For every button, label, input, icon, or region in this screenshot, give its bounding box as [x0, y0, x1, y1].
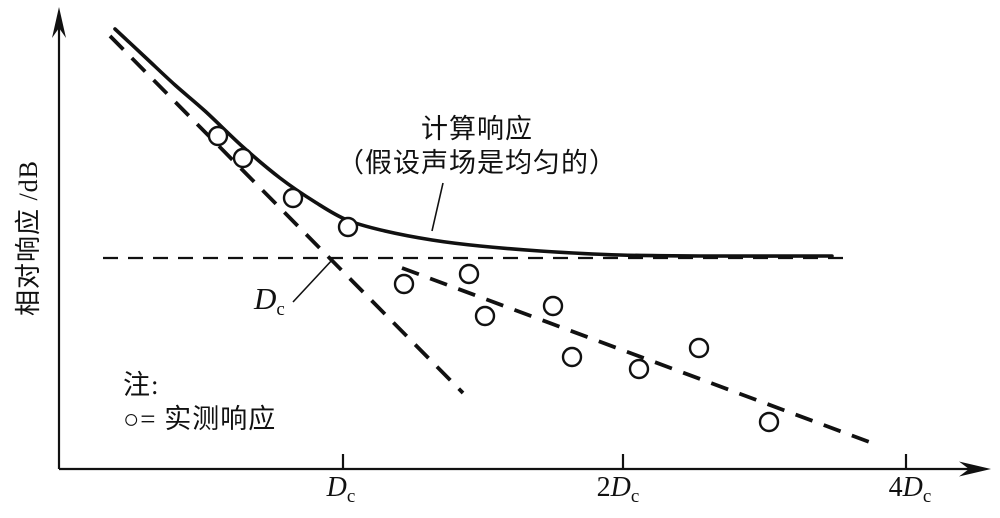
y-axis-arrowhead	[52, 7, 66, 38]
tick-dc-sub: c	[346, 486, 356, 507]
tick-2dc-prefix: 2	[596, 472, 611, 503]
dc-crossing-sub: c	[276, 299, 285, 320]
measured-data-point	[393, 273, 415, 295]
legend-note: 注: ○= 实测响应	[123, 368, 276, 436]
tick-2dc-sub: c	[630, 486, 640, 507]
legend-note-title: 注:	[123, 370, 160, 400]
measured-data-point	[337, 216, 359, 238]
x-axis-arrowhead	[959, 461, 991, 477]
tick-4dc-sub: c	[922, 486, 932, 507]
tick-dc-main: D	[326, 472, 347, 503]
tick-2dc-main: D	[610, 472, 631, 503]
x-tick-label-4dc: 4Dc	[850, 472, 970, 508]
measured-data-point	[758, 411, 780, 433]
computed-response-label-line2: （假设声场是均匀的）	[337, 148, 617, 178]
measured-data-point	[458, 263, 480, 285]
computed-response-label-line1: 计算响应	[421, 114, 533, 144]
tick-4dc-main: D	[902, 472, 923, 503]
measured-data-point	[542, 295, 564, 317]
curve-label-leader-line	[431, 182, 444, 232]
measured-data-point	[474, 305, 496, 327]
x-tick-label-dc: Dc	[281, 472, 401, 508]
y-axis-label: 相对响应 /dB	[14, 159, 43, 317]
measured-data-point	[688, 337, 710, 359]
dc-crossing-annotation: Dc	[254, 281, 285, 321]
inverse-distance-dashed-line	[108, 34, 465, 395]
measured-data-point	[232, 147, 254, 169]
measured-data-point	[628, 358, 650, 380]
measured-data-point	[561, 346, 583, 368]
measured-data-point	[282, 187, 304, 209]
legend-note-measured: ○= 实测响应	[123, 404, 277, 434]
measured-data-point	[207, 125, 229, 147]
computed-response-label: 计算响应 （假设声场是均匀的）	[322, 112, 632, 180]
dc-crossing-main: D	[254, 281, 277, 316]
measured-trend-dashed-line	[401, 266, 873, 445]
tick-4dc-prefix: 4	[888, 472, 903, 503]
dc-leader-line	[292, 258, 334, 303]
x-tick-label-2dc: 2Dc	[558, 472, 678, 508]
